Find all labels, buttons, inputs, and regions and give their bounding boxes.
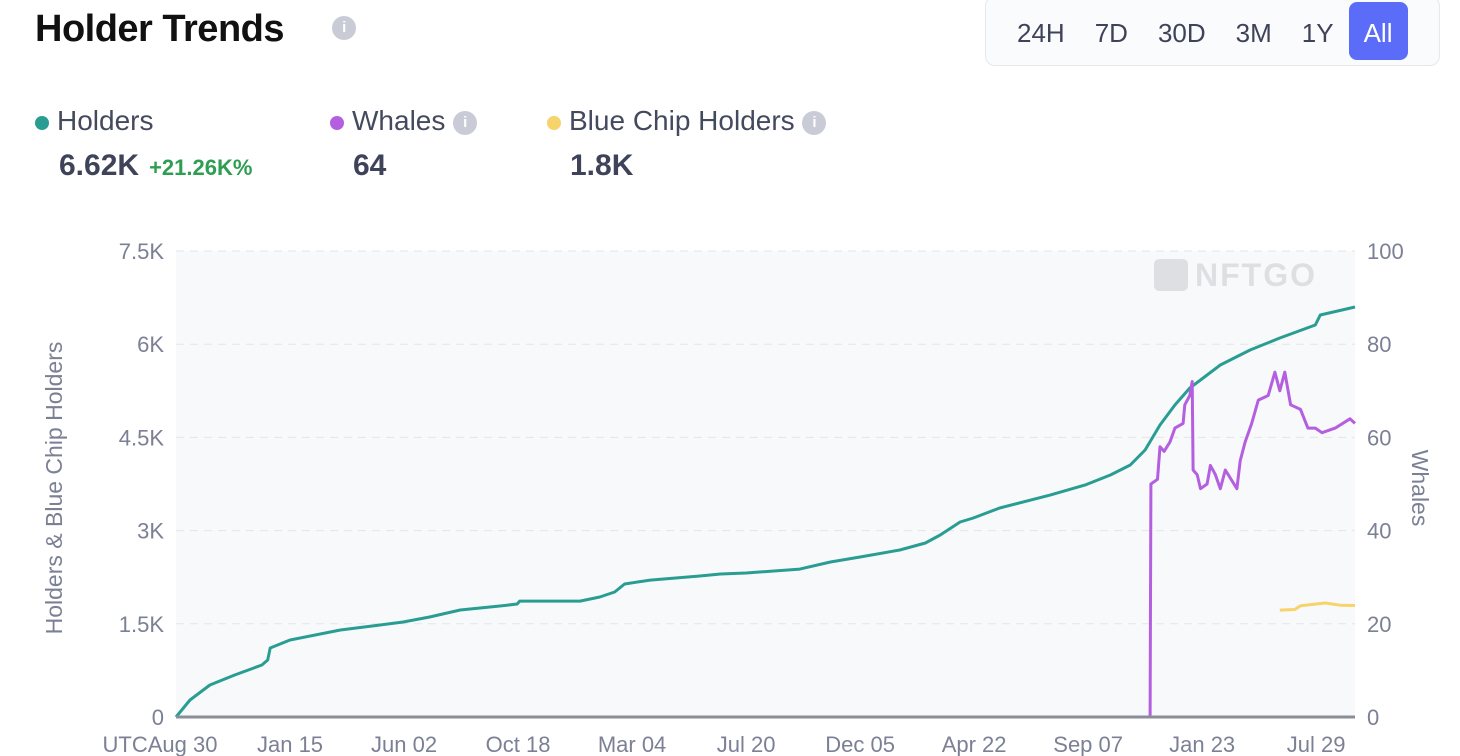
nftgo-logo-icon (1154, 259, 1188, 291)
legend-label: Holders (57, 105, 154, 136)
x-tick: Dec 05 (825, 732, 895, 756)
x-tick: Apr 22 (942, 732, 1007, 756)
legend-holders[interactable]: Holders 6.62K +21.26K% (35, 105, 252, 183)
series-line-whales (1140, 370, 1357, 719)
range-all[interactable]: All (1348, 2, 1408, 60)
y-right-label: Whales (1407, 450, 1433, 527)
holders-value: 6.62K (59, 149, 140, 182)
x-tick: Mar 04 (598, 732, 666, 756)
series-line-blue-chip-holders (1279, 601, 1356, 612)
range-24h[interactable]: 24H (1017, 18, 1065, 48)
y-left-tick: 6K (137, 332, 164, 357)
legend-label: Whales (352, 105, 446, 136)
holders-change: +21.26K% (149, 155, 253, 180)
x-tick: Jul 20 (717, 732, 776, 756)
title-text: Holder Trends (35, 8, 285, 50)
info-icon[interactable]: i (332, 16, 356, 40)
legend-whales[interactable]: Whales i 64 (330, 105, 478, 183)
range-30d[interactable]: 30D (1157, 18, 1206, 48)
page-title: Holder Trends i (35, 8, 356, 51)
whales-dot-icon (330, 115, 344, 130)
x-tick: Jun 02 (371, 732, 437, 756)
x-tick: Jul 29 (1287, 732, 1346, 756)
nftgo-watermark: NFTGO (1195, 257, 1317, 293)
whales-value: 64 (353, 149, 387, 182)
bluechip-value: 1.8K (570, 149, 634, 182)
y-right-tick: 40 (1367, 519, 1391, 544)
y-right-tick: 100 (1367, 239, 1404, 264)
range-7d[interactable]: 7D (1094, 18, 1128, 48)
y-left-tick: 4.5K (119, 425, 165, 450)
y-right-tick: 0 (1367, 705, 1379, 730)
x-tick: UTCAug 30 (103, 732, 218, 756)
info-icon[interactable]: i (453, 110, 478, 135)
y-right-tick: 60 (1367, 425, 1391, 450)
y-left-tick: 0 (152, 705, 164, 730)
y-right-tick: 80 (1367, 332, 1391, 357)
time-range-selector: 24H 7D 30D 3M 1Y All (985, 0, 1440, 66)
range-3m[interactable]: 3M (1235, 18, 1272, 48)
y-right-tick: 20 (1367, 612, 1391, 637)
x-tick: Sep 07 (1053, 732, 1123, 756)
y-left-tick: 1.5K (119, 612, 165, 637)
watermark: NFTGO (1154, 257, 1317, 293)
x-tick: Jan 23 (1169, 732, 1235, 756)
info-icon[interactable]: i (802, 110, 827, 135)
y-left-tick: 7.5K (119, 239, 165, 264)
holders-dot-icon (35, 115, 49, 130)
bluechip-dot-icon (547, 115, 561, 130)
x-tick: Oct 18 (486, 732, 551, 756)
range-1y[interactable]: 1Y (1301, 18, 1334, 48)
x-tick: Jan 15 (257, 732, 323, 756)
y-left-tick: 3K (137, 519, 164, 544)
plot-area (176, 251, 1355, 717)
series-line-holders (174, 305, 1356, 718)
legend-blue-chip[interactable]: Blue Chip Holders i 1.8K (547, 105, 827, 183)
y-left-label: Holders & Blue Chip Holders (41, 342, 67, 635)
legend-label: Blue Chip Holders (569, 105, 795, 136)
